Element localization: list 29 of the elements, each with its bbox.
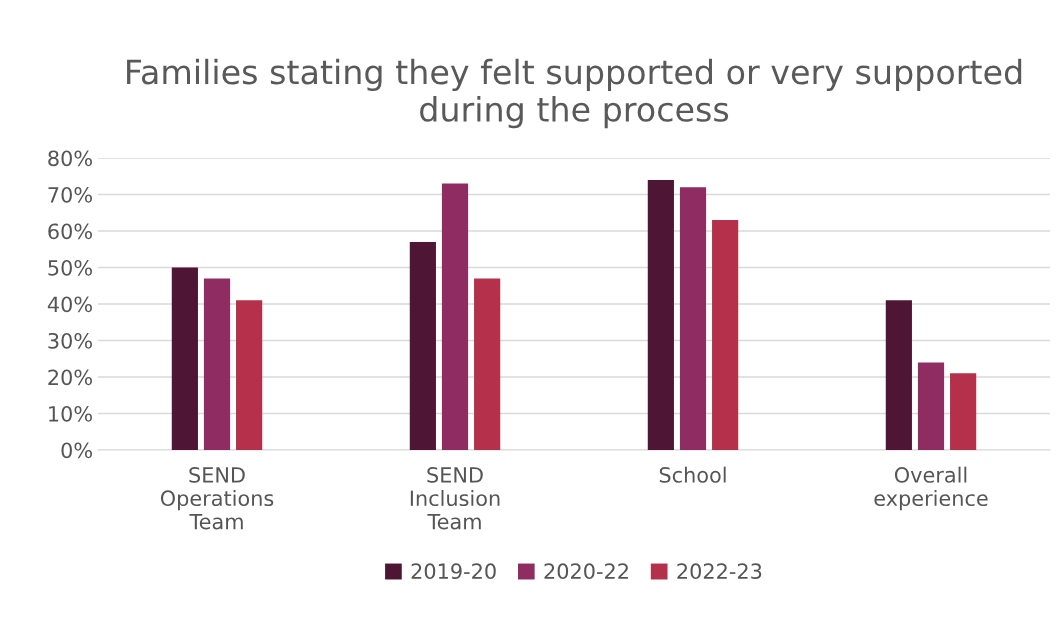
bar xyxy=(917,362,945,450)
x-tick-label: Overall experience xyxy=(874,466,988,511)
bar xyxy=(679,187,707,450)
bar xyxy=(712,220,739,450)
y-tick-label: 40% xyxy=(47,296,92,313)
legend-label: 2019-20 xyxy=(411,563,496,580)
x-tick-label: School xyxy=(659,466,726,483)
bar xyxy=(171,267,198,450)
legend-label: 2020-22 xyxy=(544,563,628,580)
bar xyxy=(203,278,231,450)
legend-label: 2022-23 xyxy=(677,563,762,580)
x-tick-label: SEND Operations Team xyxy=(160,467,274,530)
y-tick-label: 0% xyxy=(61,442,92,459)
bar xyxy=(441,183,469,450)
y-tick-label: 80% xyxy=(48,150,92,167)
y-tick-label: 20% xyxy=(48,369,92,386)
bar xyxy=(474,278,501,450)
x-tick-label: SEND Inclusion Team xyxy=(410,467,500,530)
chart-title: Families stating they felt supported or very supported during the process xyxy=(127,58,1022,129)
y-tick-label: 30% xyxy=(48,332,92,349)
y-tick-label: 50% xyxy=(48,259,92,276)
bar xyxy=(647,179,674,450)
bar xyxy=(236,300,263,450)
y-tick-label: 70% xyxy=(48,186,92,203)
bar xyxy=(409,241,436,450)
y-tick-label: 60% xyxy=(48,223,92,240)
bar xyxy=(950,373,977,450)
bar xyxy=(885,300,912,450)
y-tick-label: 10% xyxy=(49,405,92,422)
